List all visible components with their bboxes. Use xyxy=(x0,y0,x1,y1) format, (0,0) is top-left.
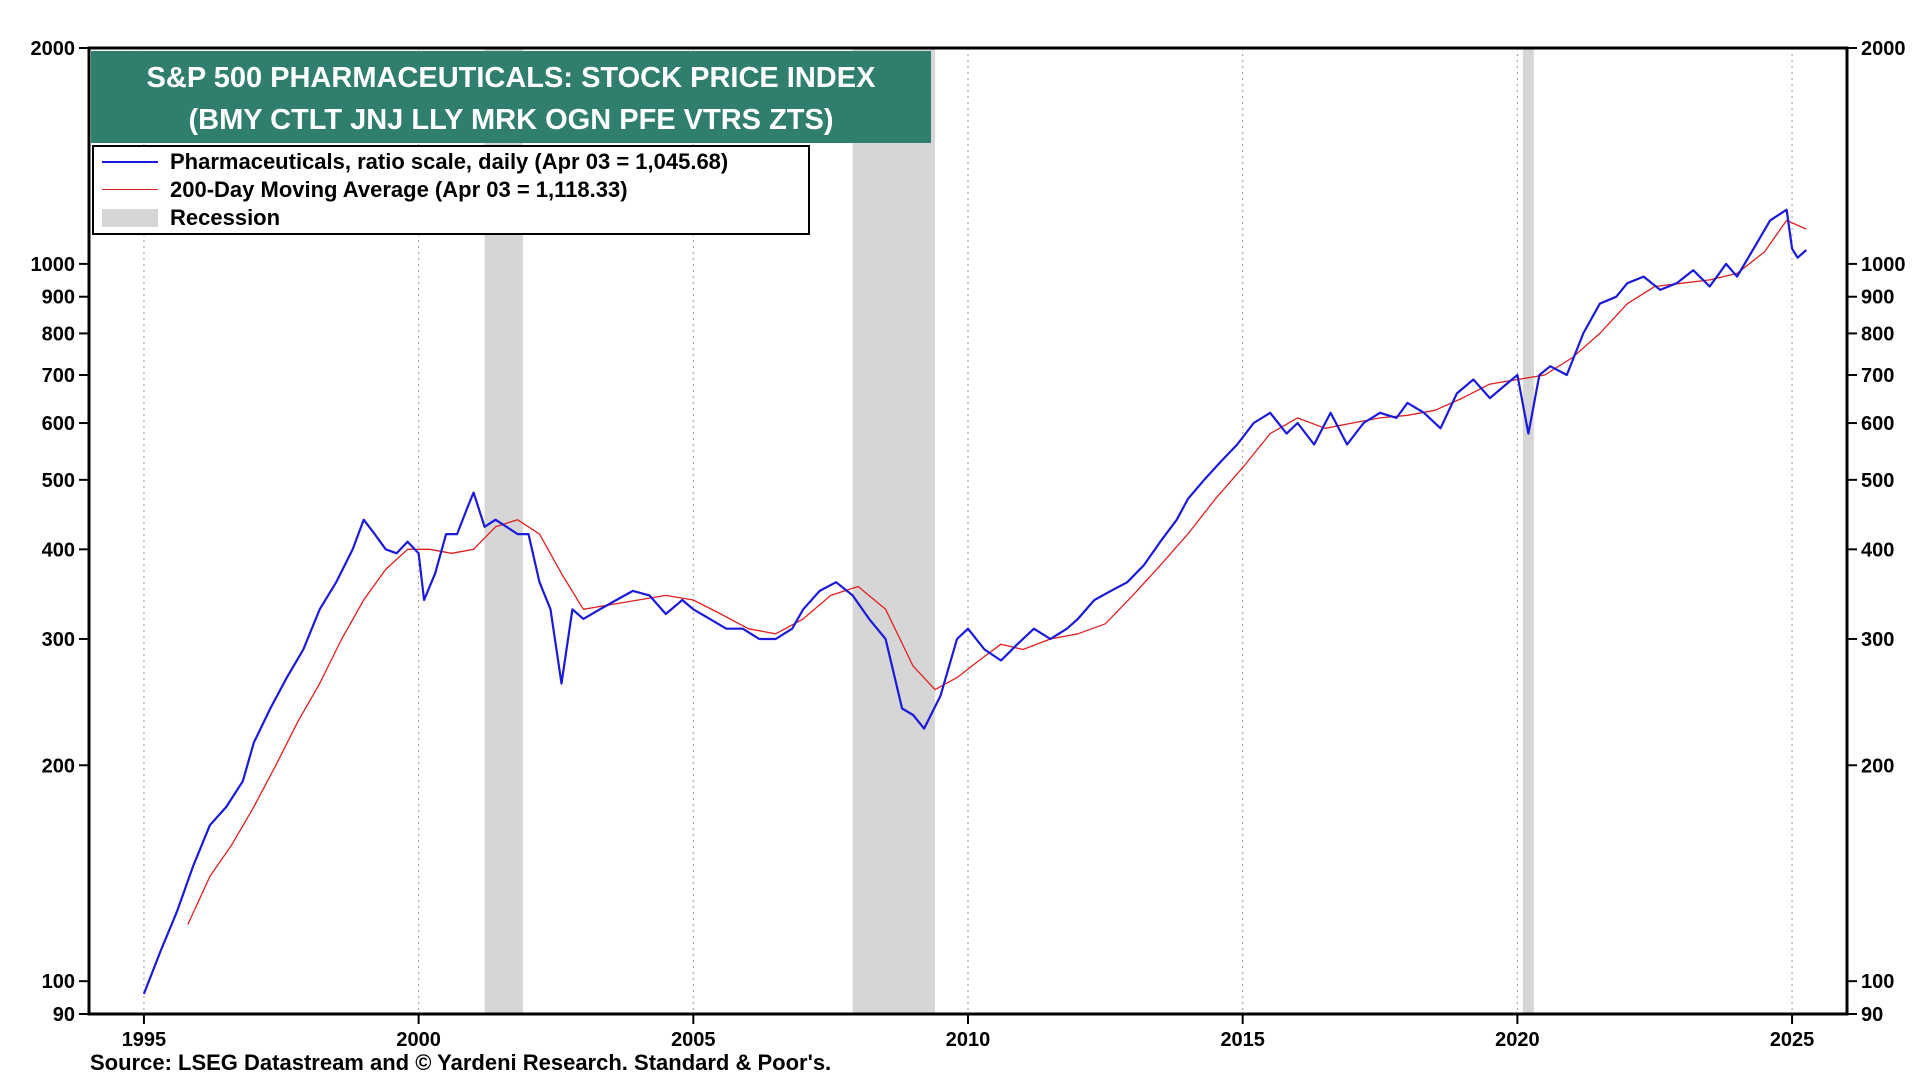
legend-item-recession: Recession xyxy=(102,204,808,231)
y-tick-label-right: 200 xyxy=(1861,755,1894,777)
y-tick-label-left: 900 xyxy=(42,287,75,309)
recession-band xyxy=(852,48,936,1014)
x-tick-label: 1995 xyxy=(122,1029,167,1051)
y-tick-label-left: 200 xyxy=(42,755,75,777)
legend-swatch-red-line xyxy=(102,189,158,190)
y-tick-label-left: 100 xyxy=(42,971,75,993)
x-axis-ticks: 1995 2000 2005 2010 2015 2020 2025 xyxy=(122,1014,1815,1051)
y-tick-label-left: 300 xyxy=(42,629,75,651)
source-note: Source: LSEG Datastream and © Yardeni Re… xyxy=(90,1050,832,1075)
legend-swatch-blue-line xyxy=(102,160,158,163)
recession-band xyxy=(1522,48,1534,1014)
y-tick-label-right: 90 xyxy=(1861,1004,1883,1026)
x-tick-label: 2005 xyxy=(671,1029,716,1051)
legend: Pharmaceuticals, ratio scale, daily (Apr… xyxy=(92,145,810,235)
chart-subtitle: (BMY CTLT JNJ LLY MRK OGN PFE VTRS ZTS) xyxy=(188,104,834,136)
y-tick-label-right: 800 xyxy=(1861,323,1894,345)
chart-title: S&P 500 PHARMACEUTICALS: STOCK PRICE IND… xyxy=(146,62,876,94)
x-tick-label: 2015 xyxy=(1220,1029,1265,1051)
chart-title-box: S&P 500 PHARMACEUTICALS: STOCK PRICE IND… xyxy=(91,51,931,143)
y-tick-label-right: 100 xyxy=(1861,971,1894,993)
y-tick-label-right: 400 xyxy=(1861,539,1894,561)
y-tick-label-left: 800 xyxy=(42,323,75,345)
x-tick-label: 2000 xyxy=(396,1029,441,1051)
series-line-moving-average xyxy=(187,219,1807,925)
y-tick-label-left: 600 xyxy=(42,413,75,435)
y-tick-label-left: 400 xyxy=(42,539,75,561)
legend-swatch-recession xyxy=(102,208,158,227)
y-tick-label-left: 90 xyxy=(53,1004,75,1026)
y-tick-label-right: 300 xyxy=(1861,629,1894,651)
y-tick-label-right: 600 xyxy=(1861,413,1894,435)
y-tick-label-right: 900 xyxy=(1861,287,1894,309)
legend-item-pharmaceuticals: Pharmaceuticals, ratio scale, daily (Apr… xyxy=(102,148,808,175)
y-tick-label-right: 500 xyxy=(1861,470,1894,492)
series xyxy=(142,208,1808,995)
y-tick-label-left: 700 xyxy=(42,365,75,387)
y-tick-label-right: 700 xyxy=(1861,365,1894,387)
y-tick-label-left: 500 xyxy=(42,470,75,492)
x-tick-label: 2020 xyxy=(1495,1029,1540,1051)
y-axis-ticks: 90 90 100 100 200 200 300 300 400 400 500 500 600 600… xyxy=(31,38,1906,1026)
y-tick-label-right: 1000 xyxy=(1861,254,1906,276)
y-tick-label-right: 2000 xyxy=(1861,38,1906,60)
x-tick-label: 2025 xyxy=(1770,1029,1815,1051)
y-tick-label-left: 2000 xyxy=(31,38,76,60)
y-tick-label-left: 1000 xyxy=(31,254,76,276)
series-line-pharmaceuticals xyxy=(142,208,1808,995)
legend-label-pharmaceuticals: Pharmaceuticals, ratio scale, daily (Apr… xyxy=(170,148,729,174)
legend-label-moving-average: 200-Day Moving Average (Apr 03 = 1,118.3… xyxy=(170,176,628,202)
legend-item-moving-average: 200-Day Moving Average (Apr 03 = 1,118.3… xyxy=(102,176,808,203)
legend-label-recession: Recession xyxy=(170,204,281,230)
gridlines xyxy=(143,48,1793,1014)
x-tick-label: 2010 xyxy=(946,1029,991,1051)
